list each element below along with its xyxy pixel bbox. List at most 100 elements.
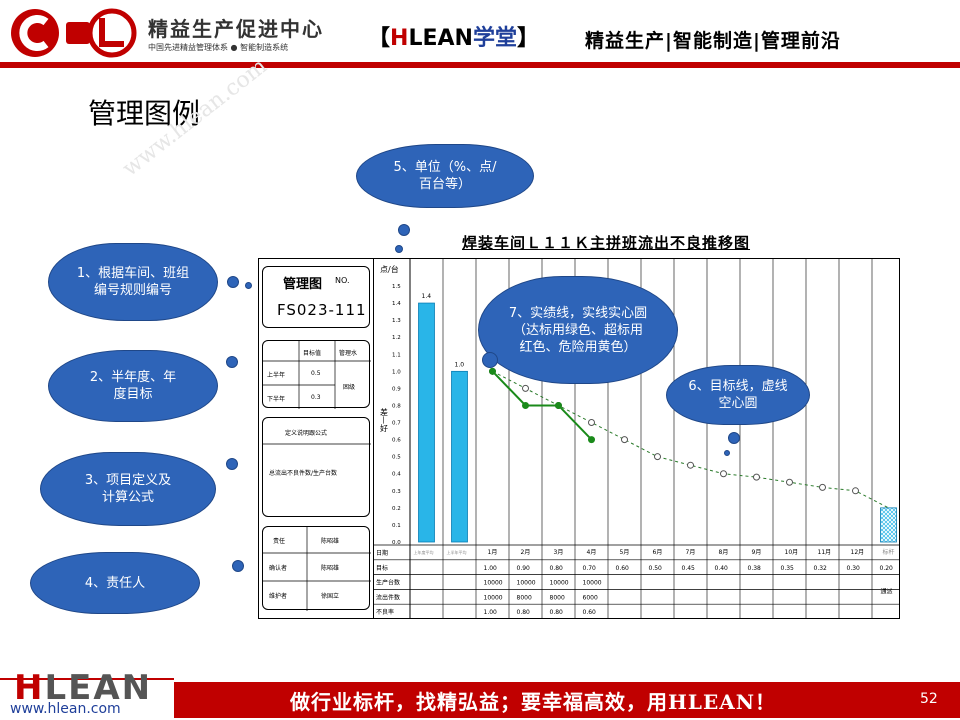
definition-formula: 总流出不良件数/生产台数 xyxy=(269,470,338,477)
y-tick-label: 0.4 xyxy=(392,472,401,478)
target-cell: 0.40 xyxy=(715,565,729,572)
target-cell: 0.38 xyxy=(748,565,762,572)
y-tick-label: 0.2 xyxy=(392,506,401,512)
month-label: 3月 xyxy=(554,549,564,556)
production-cell: 10000 xyxy=(517,580,536,587)
target-point xyxy=(588,419,595,427)
definition-head: 定义说明跟公式 xyxy=(285,430,328,437)
month-label: 5月 xyxy=(620,549,630,556)
production-cell: 10000 xyxy=(583,580,602,587)
callout-5-tail xyxy=(398,224,410,236)
table-row-label: 目标 xyxy=(376,564,388,572)
y-tick-label: 1.5 xyxy=(392,284,401,290)
chart-frame xyxy=(258,258,900,619)
header-slogan: 精益生产|智能制造|管理前沿 xyxy=(585,30,841,52)
callout-7-text: 7、实绩线，实线实心圆（达标用绿色、超标用红色、危险用黄色） xyxy=(508,305,648,355)
resp-label: 维护者 xyxy=(269,593,288,600)
chart-id-block: 管理图 NO. FS023-111 xyxy=(262,266,370,328)
y-tick-label: 0.8 xyxy=(392,403,401,409)
y-tick-label: 0.3 xyxy=(392,489,401,495)
bar-category-label: 上半年平均 xyxy=(447,549,467,555)
outflow-cell: 6000 xyxy=(583,594,598,601)
y-tick-label: 1.2 xyxy=(392,335,401,341)
callout-5-tail xyxy=(395,245,403,253)
callout-6-text: 6、目标线，虚线空心圆 xyxy=(688,379,788,411)
callout-1: 1、根据车间、班组编号规则编号 xyxy=(48,243,218,321)
bar-1 xyxy=(451,370,468,543)
callout-1-text: 1、根据车间、班组编号规则编号 xyxy=(76,266,190,298)
resp-value: 徐国立 xyxy=(321,593,340,600)
target-cell: 0.45 xyxy=(682,565,696,572)
actual-line xyxy=(491,370,593,441)
callout-5: 5、单位（%、点/百台等） xyxy=(356,144,534,208)
target-point xyxy=(819,483,826,491)
target-point xyxy=(786,478,793,486)
target-cell: 0.90 xyxy=(517,565,531,572)
footer-tagline: 做行业标杆，找精弘益；要幸福高效，用HLEAN！ xyxy=(290,690,777,714)
chart-id-code: FS023-111 xyxy=(277,301,367,319)
target-point xyxy=(753,473,760,481)
target-point xyxy=(621,436,628,444)
responsibility-grid xyxy=(263,527,371,611)
callout-2-text: 2、半年度、年度目标 xyxy=(89,370,177,402)
goal-head-target: 目标值 xyxy=(303,350,322,357)
responsibility-block: 责任 陈昭雄 确认者 陈昭雄 维护者 徐国立 xyxy=(262,526,371,611)
page-title: 管理图例 xyxy=(88,97,201,130)
callout-4: 4、责任人 xyxy=(30,552,200,614)
callout-2-tail xyxy=(226,356,238,368)
target-cell: 0.30 xyxy=(847,565,861,572)
callout-6-tail xyxy=(728,432,740,444)
target-cell: 0.50 xyxy=(649,565,663,572)
y-tick-label: 0.9 xyxy=(392,386,401,392)
brand-open: 【 xyxy=(368,26,391,51)
brand-logo xyxy=(11,8,137,58)
rate-cell: 1.00 xyxy=(484,609,498,616)
chart-id-no: NO. xyxy=(335,276,350,285)
footer-url[interactable]: www.hlean.com xyxy=(10,701,121,717)
y-tick-label: 0.7 xyxy=(392,421,401,427)
bar-category-label: 上年度平均 xyxy=(414,549,434,555)
month-label: 4月 xyxy=(587,549,597,556)
y-tick-label: 0.5 xyxy=(392,455,401,461)
month-label: 8月 xyxy=(719,549,729,556)
y-tick-label: 1.4 xyxy=(392,301,401,307)
table-note: 通派 xyxy=(881,587,893,595)
month-label: 6月 xyxy=(653,549,663,556)
actual-point xyxy=(522,401,529,409)
table-row-label: 流出件数 xyxy=(376,593,400,601)
footer-logo: HLEAN xyxy=(14,668,152,708)
target-point xyxy=(852,487,859,495)
y-tick-label: 0.0 xyxy=(392,540,401,546)
callout-4-text: 4、责任人 xyxy=(84,575,146,591)
target-point xyxy=(687,461,694,469)
y-unit-label: 点/台 xyxy=(380,264,399,274)
month-label: 11月 xyxy=(818,549,832,556)
target-cell: 0.20 xyxy=(880,565,894,572)
callout-6: 6、目标线，虚线空心圆 xyxy=(666,365,810,425)
target-cell: 0.80 xyxy=(550,565,564,572)
rate-cell: 0.80 xyxy=(517,609,531,616)
callout-7-tail xyxy=(482,352,498,368)
brand-title: 【HLEAN学堂】 xyxy=(368,20,539,52)
info-column xyxy=(258,258,374,619)
target-column-label: 标杆 xyxy=(883,548,895,556)
table-row-label: 日期 xyxy=(376,549,388,557)
page-number: 52 xyxy=(920,691,938,707)
actual-point xyxy=(588,436,595,444)
target-cell: 0.70 xyxy=(583,565,597,572)
month-label: 10月 xyxy=(785,549,799,556)
target-point xyxy=(654,453,661,461)
callout-1-tail xyxy=(227,276,239,288)
actual-point xyxy=(489,367,496,375)
target-point xyxy=(522,384,529,392)
resp-value: 陈昭雄 xyxy=(321,538,340,545)
brand-h: H xyxy=(390,26,409,51)
brand-school: 学堂 xyxy=(472,26,517,51)
production-cell: 10000 xyxy=(484,580,503,587)
outflow-cell: 8000 xyxy=(550,594,565,601)
header-divider xyxy=(0,62,960,68)
footer-bar xyxy=(174,682,960,718)
month-label: 12月 xyxy=(851,549,865,556)
bar-data-label: 1.0 xyxy=(455,361,465,368)
goal-grid xyxy=(263,341,371,409)
